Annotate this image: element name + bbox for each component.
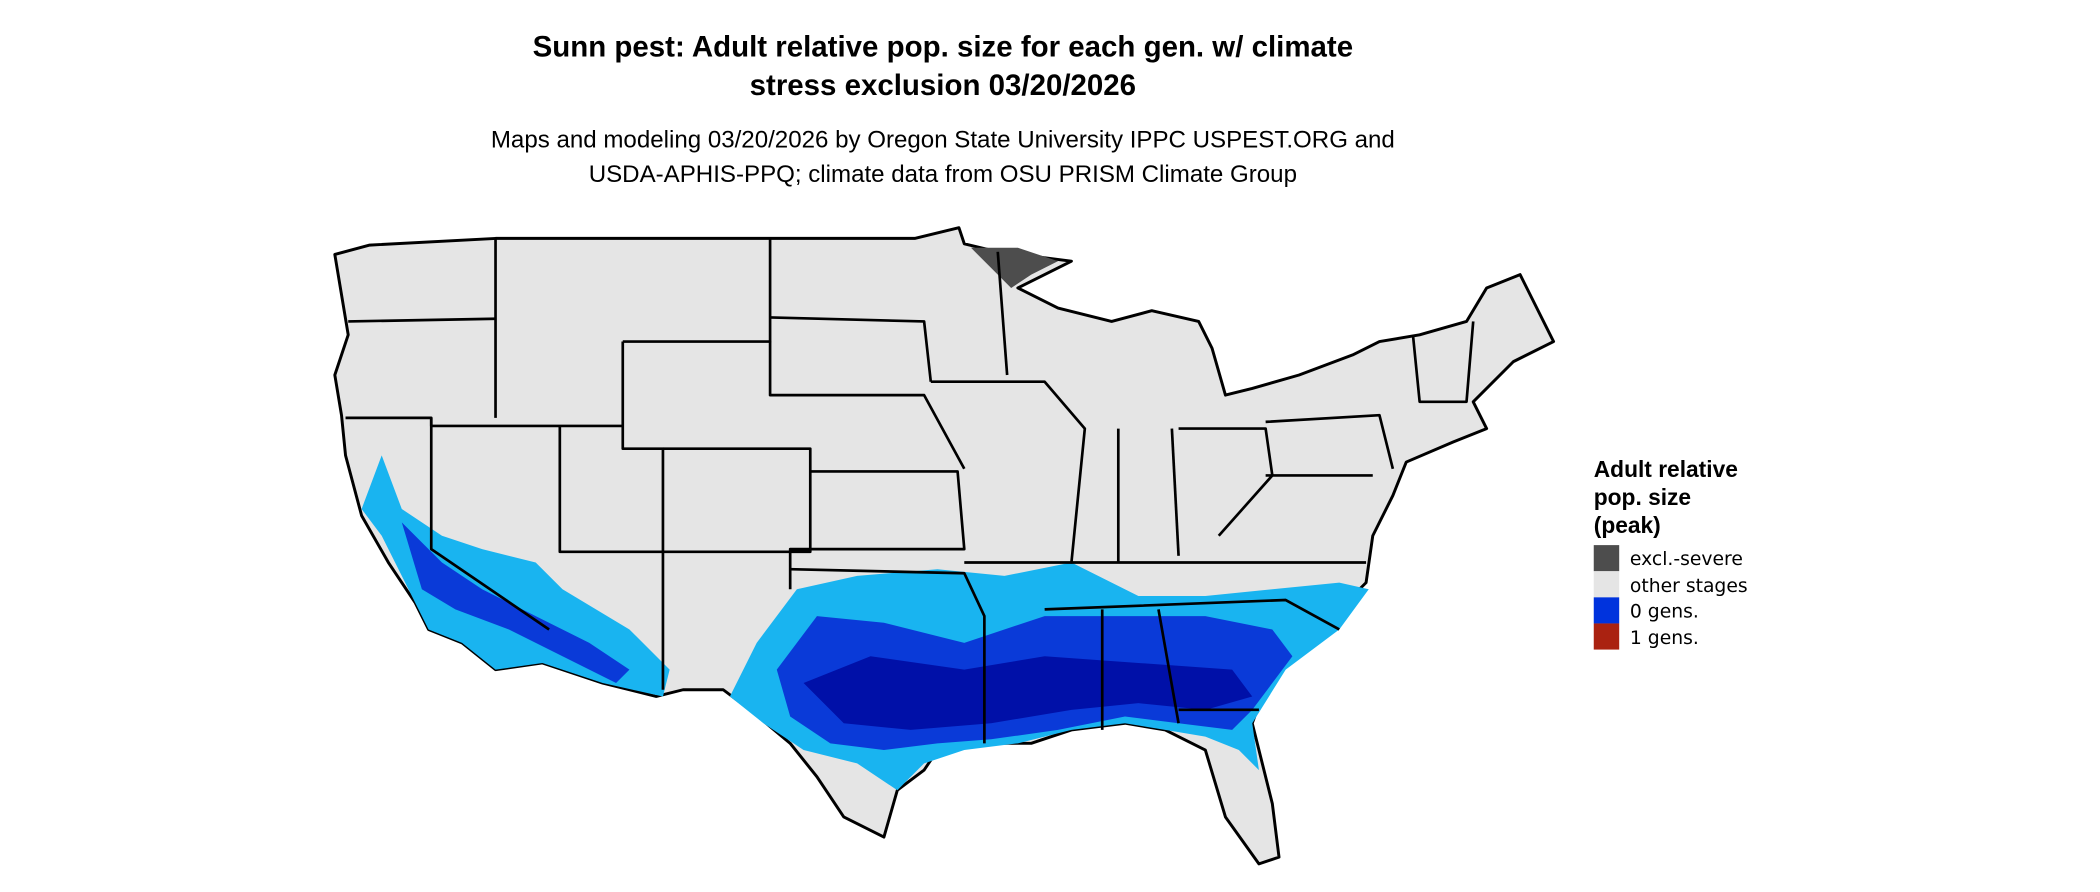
legend-swatch-excl-severe	[1593, 545, 1620, 572]
legend-swatch-1-gens	[1593, 623, 1620, 650]
legend: Adult relative pop. size (peak) excl.-se…	[1593, 456, 1748, 650]
region-high	[803, 656, 1253, 730]
legend-swatch-0-gens	[1593, 597, 1620, 624]
legend-label-0-gens: 0 gens.	[1630, 601, 1699, 622]
region-mid-west	[401, 522, 630, 684]
legend-swatch-other-stages	[1593, 571, 1620, 598]
subtitle-line-1: Maps and modeling 03/20/2026 by Oregon S…	[491, 126, 1395, 153]
legend-title-line-2: pop. size	[1594, 484, 1691, 510]
legend-label-1-gens: 1 gens.	[1630, 628, 1699, 649]
legend-label-excl-severe: excl.-severe	[1630, 549, 1743, 570]
legend-title-line-1: Adult relative	[1594, 456, 1738, 482]
us-map	[333, 226, 1556, 866]
legend-title-line-3: (peak)	[1594, 512, 1661, 538]
title-line-1: Sunn pest: Adult relative pop. size for …	[533, 30, 1354, 63]
state-borders	[345, 238, 1475, 744]
us-land	[333, 226, 1556, 866]
region-excluded	[970, 247, 1059, 288]
title-line-2: stress exclusion 03/20/2026	[750, 69, 1136, 102]
region-low-west	[361, 455, 670, 697]
legend-label-other-stages: other stages	[1630, 576, 1748, 597]
subtitle-line-2: USDA-APHIS-PPQ; climate data from OSU PR…	[589, 161, 1297, 188]
